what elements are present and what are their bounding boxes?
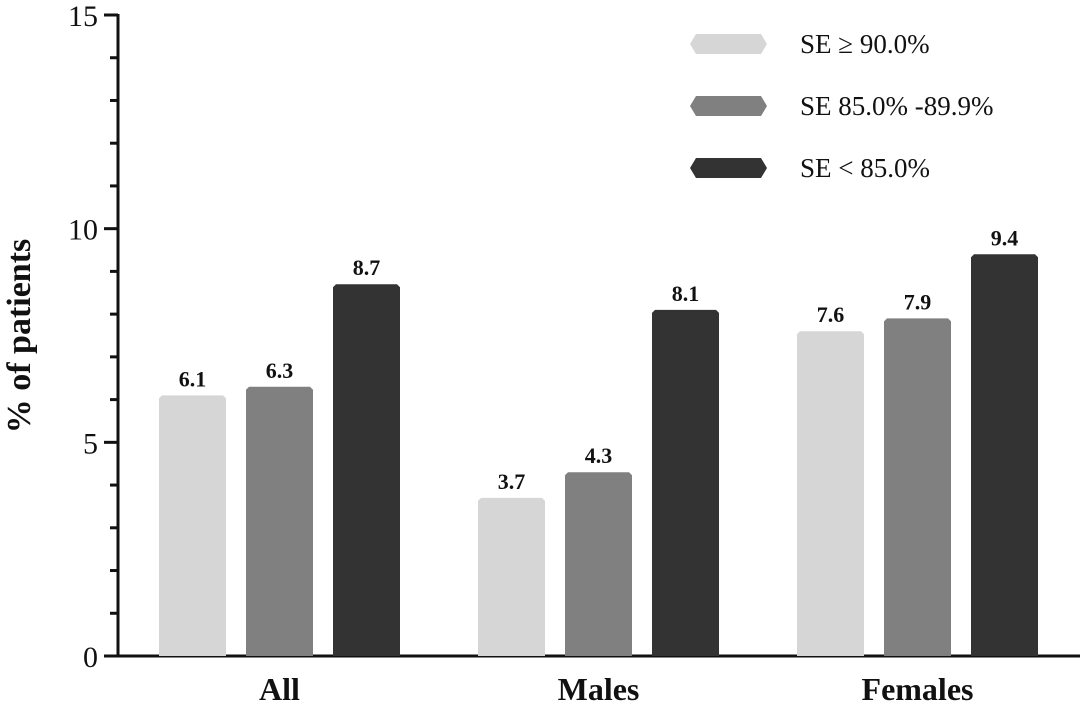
legend-label: SE 85.0% -89.9% — [800, 91, 993, 121]
legend: SE ≥ 90.0% SE 85.0% -89.9% SE < 85.0% — [690, 29, 993, 183]
data-label: 8.7 — [353, 255, 381, 280]
data-labels: 6.1 6.3 8.7 3.7 4.3 8.1 7.6 7.9 9.4 — [179, 225, 1019, 494]
legend-swatch — [690, 34, 767, 54]
bar — [797, 331, 864, 656]
y-tick-label: 0 — [83, 641, 98, 674]
data-label: 6.1 — [179, 366, 207, 391]
y-axis: 0 5 10 15 — [68, 0, 120, 674]
y-tick-label: 10 — [68, 214, 98, 247]
data-label: 6.3 — [266, 358, 294, 383]
bar — [652, 309, 719, 656]
data-label: 9.4 — [991, 225, 1019, 250]
bar — [971, 254, 1038, 656]
x-category-label: All — [259, 671, 300, 707]
legend-label: SE ≥ 90.0% — [800, 29, 930, 59]
y-tick-label: 15 — [68, 0, 98, 33]
legend-swatch — [690, 158, 767, 178]
data-label: 8.1 — [672, 281, 700, 306]
legend-swatch — [690, 96, 767, 116]
data-label: 3.7 — [498, 469, 526, 494]
data-label: 7.6 — [817, 302, 845, 327]
legend-label: SE < 85.0% — [800, 153, 930, 183]
bar — [159, 395, 226, 656]
bar — [884, 318, 951, 656]
bar — [478, 497, 545, 656]
bar — [333, 284, 400, 656]
y-tick-label: 5 — [83, 427, 98, 460]
x-category-label: Males — [558, 671, 640, 707]
bar — [565, 472, 632, 656]
bar — [246, 386, 313, 656]
y-axis-label: % of patients — [1, 239, 38, 434]
x-category-label: Females — [862, 671, 974, 707]
x-axis: All Males Females — [116, 654, 1080, 707]
bars — [159, 254, 1038, 656]
data-label: 4.3 — [585, 443, 613, 468]
data-label: 7.9 — [904, 289, 932, 314]
